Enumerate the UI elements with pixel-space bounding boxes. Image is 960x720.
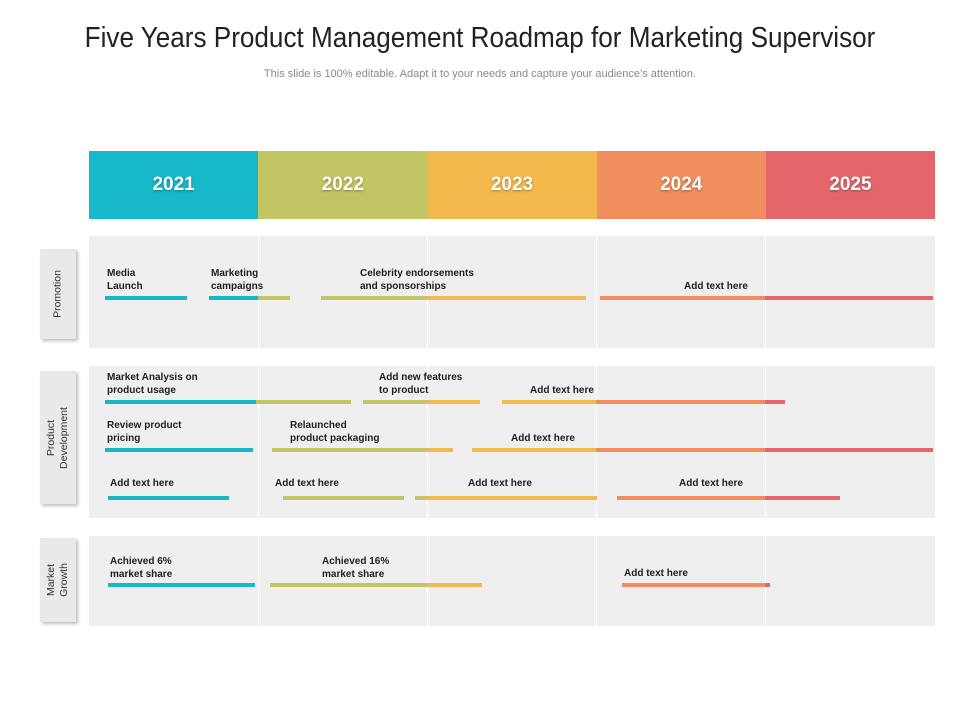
task-bar [105, 400, 351, 404]
task-label: Market Analysis on product usage [107, 372, 198, 396]
task-bar [272, 448, 453, 452]
section-label-product-development: Product Development [40, 371, 76, 504]
promotion-band [89, 236, 935, 348]
task-label: Achieved 16% market share [322, 556, 390, 580]
task-label: Relaunched product packaging [290, 420, 380, 444]
task-label: Add text here [511, 433, 575, 444]
section-label-text: Product Development [44, 406, 70, 469]
task-label: Review product pricing [107, 420, 182, 444]
task-bar [502, 400, 785, 404]
task-bar [600, 296, 933, 300]
task-bar [105, 296, 187, 300]
task-bar [617, 496, 840, 500]
task-label: Add text here [110, 478, 174, 489]
product-development-band [89, 366, 935, 518]
task-label: Add text here [624, 568, 688, 579]
task-bar [283, 496, 404, 500]
market-growth-band [89, 536, 935, 626]
year-2025: 2025 [765, 151, 936, 219]
task-label: Achieved 6% market share [110, 556, 173, 580]
column-divider [427, 236, 428, 626]
year-2024: 2024 [596, 151, 766, 219]
section-label-promotion: Promotion [40, 249, 76, 339]
slide-subtitle: This slide is 100% editable. Adapt it to… [263, 68, 697, 80]
year-2021: 2021 [89, 151, 259, 219]
section-label-market-growth: Market Growth [40, 538, 76, 622]
task-bar [321, 296, 586, 300]
task-bar [108, 496, 229, 500]
task-bar [209, 296, 290, 300]
task-bar [270, 583, 482, 587]
task-bar [622, 583, 770, 587]
year-2022: 2022 [258, 151, 428, 219]
section-label-text: Market Growth [44, 563, 70, 597]
task-label: Add new features to product [379, 372, 463, 396]
task-label: Celebrity endorsements and sponsorships [360, 268, 474, 292]
year-2023: 2023 [427, 151, 597, 219]
task-label: Add text here [679, 478, 743, 489]
task-label: Add text here [275, 478, 339, 489]
task-bar [415, 496, 597, 500]
slide-title: Five Years Product Management Roadmap fo… [84, 22, 876, 54]
section-label-text: Promotion [51, 270, 64, 318]
year-header: 2021 2022 2023 2024 2025 [89, 151, 936, 219]
task-label: Add text here [468, 478, 532, 489]
column-divider [596, 236, 597, 626]
task-bar [105, 448, 253, 452]
task-label: Add text here [530, 385, 594, 396]
task-label: Add text here [684, 281, 748, 292]
task-bar [108, 583, 255, 587]
column-divider [765, 236, 766, 626]
task-bar [472, 448, 933, 452]
task-label: Marketing campaigns [211, 268, 264, 292]
task-bar [363, 400, 480, 404]
task-label: Media Launch [107, 268, 143, 292]
column-divider [258, 236, 259, 626]
